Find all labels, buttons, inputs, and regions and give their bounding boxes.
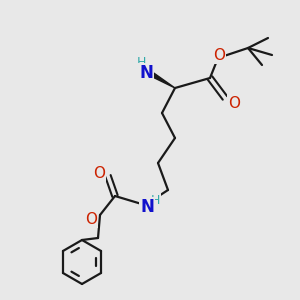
Text: H: H: [136, 56, 146, 68]
Polygon shape: [147, 70, 175, 88]
Text: H: H: [150, 194, 160, 206]
Text: O: O: [93, 166, 105, 181]
Text: O: O: [85, 212, 97, 226]
Text: N: N: [140, 198, 154, 216]
Text: O: O: [228, 95, 240, 110]
Text: N: N: [139, 64, 153, 82]
Text: O: O: [213, 47, 225, 62]
